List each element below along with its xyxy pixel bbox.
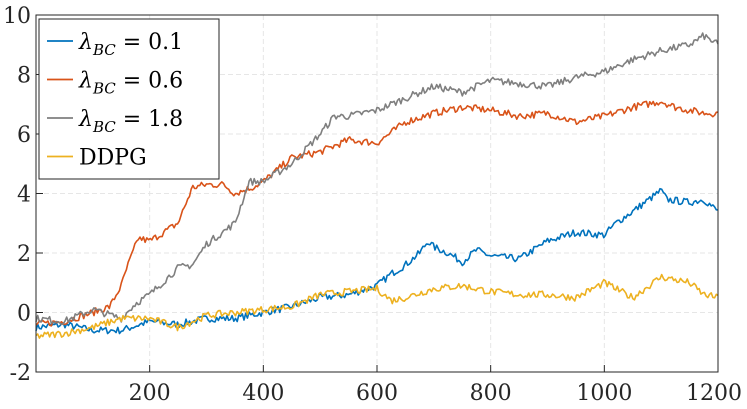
legend-value: = 1.8 [116,107,183,132]
legend-symbol: λ [78,107,93,132]
legend-subscript: BC [92,118,116,136]
y-tick-label: 4 [17,183,31,208]
series-line-0 [35,187,719,335]
legend-value: DDPG [79,146,147,171]
legend-symbol: λ [78,30,93,55]
legend-subscript: BC [92,41,116,59]
series-line-2 [35,32,719,326]
y-tick-label: 8 [17,64,31,89]
x-tick-label: 400 [242,381,284,406]
legend-entry-label: DDPG [79,146,147,171]
series-line-1 [35,100,719,327]
tick-labels: -2 0 2 4 6 8 10 200 400 600 800 1000 1200 [3,4,742,406]
series-line-3 [35,273,719,339]
x-tick-label: 800 [470,381,512,406]
legend-value: = 0.6 [116,69,183,94]
legend-value: = 0.1 [116,30,183,55]
legend-symbol: λ [78,69,93,94]
y-tick-label: 2 [17,242,31,267]
x-tick-label: 600 [356,381,398,406]
x-tick-label: 200 [129,381,171,406]
y-tick-label: 6 [17,123,31,148]
legend-entry-label: λBC = 1.8 [78,107,183,136]
legend-entry-label: λBC = 0.1 [78,30,183,59]
legend-subscript: BC [92,80,116,98]
x-tick-label: 1000 [576,381,632,406]
y-tick-label: 0 [17,302,31,327]
series-lines [35,32,719,339]
x-tick-label: 1200 [686,381,742,406]
y-tick-label: 10 [3,4,31,29]
legend-box [38,18,220,180]
legend-entry-label: λBC = 0.6 [78,69,183,98]
y-tick-label: -2 [10,361,31,386]
